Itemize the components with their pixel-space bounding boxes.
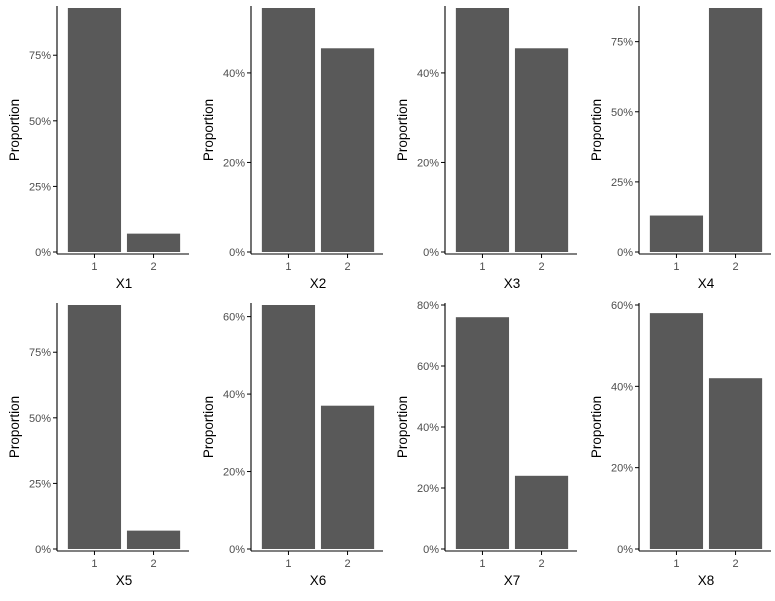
- y-tick-label: 40%: [223, 389, 245, 401]
- y-tick-label: 75%: [29, 50, 51, 62]
- bar-2: [126, 530, 181, 549]
- y-tick-label: 40%: [223, 68, 245, 80]
- x-tick-label: 2: [538, 261, 544, 273]
- x-tick-label: 2: [150, 261, 156, 273]
- y-tick-label: 25%: [611, 177, 633, 189]
- x-axis-title: X6: [310, 573, 327, 588]
- bar-1: [67, 8, 122, 252]
- y-tick-label: 50%: [29, 116, 51, 128]
- x-tick-label: 1: [285, 261, 291, 273]
- x-tick-label: 2: [732, 558, 738, 570]
- y-tick-label: 80%: [417, 300, 439, 312]
- x-tick-label: 2: [150, 558, 156, 570]
- y-tick-label: 0%: [423, 247, 439, 259]
- x-axis-title: X7: [504, 573, 521, 588]
- x-tick-label: 2: [344, 261, 350, 273]
- bar-2: [320, 48, 375, 252]
- y-axis-title: Proportion: [589, 99, 604, 161]
- y-tick-label: 50%: [611, 107, 633, 119]
- y-tick-label: 40%: [417, 68, 439, 80]
- chart-panel-4: 1 2 0% 25% 50% 75% X4 Proportion: [589, 6, 771, 291]
- x-tick-label: 1: [479, 558, 485, 570]
- bar-2: [514, 48, 569, 252]
- bar-2: [708, 8, 763, 252]
- y-tick-label: 0%: [35, 544, 51, 556]
- y-tick-label: 75%: [611, 37, 633, 49]
- x-tick-label: 2: [538, 558, 544, 570]
- y-tick-label: 20%: [417, 483, 439, 495]
- x-axis-title: X4: [698, 276, 715, 291]
- y-tick-label: 60%: [223, 312, 245, 324]
- y-tick-label: 0%: [229, 247, 245, 259]
- y-tick-label: 0%: [229, 544, 245, 556]
- y-tick-label: 25%: [29, 181, 51, 193]
- bar-1: [67, 305, 122, 549]
- x-tick-label: 1: [91, 261, 97, 273]
- y-tick-label: 0%: [35, 247, 51, 259]
- y-tick-label: 20%: [417, 157, 439, 169]
- y-tick-label: 25%: [29, 478, 51, 490]
- x-tick-label: 1: [285, 558, 291, 570]
- y-tick-label: 50%: [29, 413, 51, 425]
- bar-2: [320, 405, 375, 549]
- y-axis-title: Proportion: [395, 396, 410, 458]
- x-tick-label: 1: [673, 558, 679, 570]
- bar-2: [126, 233, 181, 252]
- bar-1: [261, 8, 316, 252]
- y-axis-title: Proportion: [7, 99, 22, 161]
- x-tick-label: 1: [479, 261, 485, 273]
- x-axis-title: X5: [116, 573, 133, 588]
- x-axis-title: X2: [310, 276, 327, 291]
- y-axis-title: Proportion: [395, 99, 410, 161]
- y-tick-label: 75%: [29, 347, 51, 359]
- y-tick-label: 60%: [611, 300, 633, 312]
- x-axis-title: X1: [116, 276, 133, 291]
- bar-2: [514, 475, 569, 549]
- y-tick-label: 40%: [611, 381, 633, 393]
- y-tick-label: 20%: [611, 463, 633, 475]
- bar-1: [649, 215, 704, 252]
- bar-1: [261, 305, 316, 549]
- x-axis-title: X3: [504, 276, 521, 291]
- y-tick-label: 40%: [417, 422, 439, 434]
- y-axis-title: Proportion: [201, 99, 216, 161]
- x-tick-label: 1: [673, 261, 679, 273]
- chart-panel-5: 1 2 0% 25% 50% 75% X5 Proportion: [7, 303, 189, 588]
- y-axis-title: Proportion: [201, 396, 216, 458]
- x-tick-label: 2: [732, 261, 738, 273]
- x-tick-label: 2: [344, 558, 350, 570]
- y-tick-label: 0%: [423, 544, 439, 556]
- y-tick-label: 20%: [223, 467, 245, 479]
- x-axis-title: X8: [698, 573, 715, 588]
- y-tick-label: 20%: [223, 157, 245, 169]
- x-tick-label: 1: [91, 558, 97, 570]
- y-axis-title: Proportion: [7, 396, 22, 458]
- bar-1: [455, 317, 510, 549]
- y-tick-label: 60%: [417, 361, 439, 373]
- chart-panel-1: 1 2 0% 25% 50% 75% X1 Proportion: [7, 6, 189, 291]
- bar-1: [455, 8, 510, 252]
- y-axis-title: Proportion: [589, 396, 604, 458]
- bar-1: [649, 313, 704, 549]
- bar-2: [708, 378, 763, 549]
- y-tick-label: 0%: [617, 544, 633, 556]
- y-tick-label: 0%: [617, 247, 633, 259]
